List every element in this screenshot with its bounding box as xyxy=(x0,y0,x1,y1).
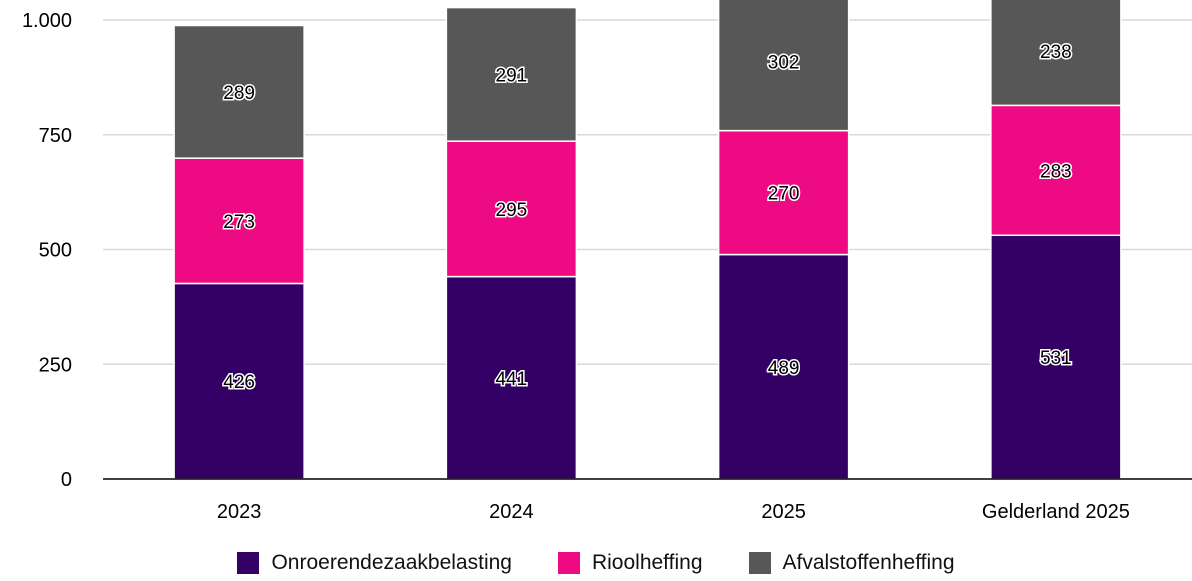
bar-segment xyxy=(445,275,578,480)
legend-swatch xyxy=(557,552,580,574)
y-tick-label: 1.000 xyxy=(22,10,72,32)
y-tick-label: 0 xyxy=(61,469,72,491)
data-label: 302 xyxy=(768,52,800,73)
data-label: 273 xyxy=(223,212,255,233)
data-label: 489 xyxy=(768,358,800,379)
data-label: 283 xyxy=(1040,161,1072,182)
bar-segment xyxy=(445,6,578,142)
x-tick-label: 2024 xyxy=(489,501,534,520)
bar-segment xyxy=(717,253,850,480)
legend-swatch xyxy=(748,552,771,574)
x-tick-label: 2023 xyxy=(217,501,262,520)
legend-label: Rioolheffing xyxy=(591,551,703,574)
bar-segment xyxy=(173,24,305,159)
bar-segment xyxy=(717,0,850,132)
data-label: 289 xyxy=(223,83,255,104)
bar-segment xyxy=(717,129,850,256)
bar-segment xyxy=(173,157,305,285)
legend-swatch xyxy=(237,552,260,574)
data-label: 426 xyxy=(223,372,255,393)
data-label: 295 xyxy=(496,200,528,221)
data-label: 441 xyxy=(496,369,528,390)
x-tick-label: Gelderland 2025 xyxy=(982,501,1130,520)
data-label: 531 xyxy=(1040,348,1072,369)
data-labels: 426 273 289 441 295 291 489 270 302 531 283 238 xyxy=(222,40,1073,394)
bar-segment xyxy=(990,104,1122,237)
legend-label: Onroerendezaakbelasting xyxy=(271,551,512,574)
legend-item: Afvalstoffenheffing xyxy=(748,548,955,578)
x-tick-label: 2025 xyxy=(761,501,806,520)
data-label: 291 xyxy=(496,65,528,86)
y-tick-label: 750 xyxy=(39,125,72,147)
stacked-bar-chart: 0 250 500 750 1.000 2023 2024 2025 Gelderland 20… xyxy=(22,0,1192,520)
bars xyxy=(173,0,1122,480)
legend-item: Rioolheffing xyxy=(557,548,703,578)
data-label: 270 xyxy=(768,184,800,205)
legend-item: Onroerendezaakbelasting xyxy=(237,548,512,578)
bar-segment xyxy=(445,140,578,278)
legend: Onroerendezaakbelasting Rioolheffing Afval… xyxy=(0,548,1192,578)
data-label: 238 xyxy=(1040,42,1072,63)
axes: 0 250 500 750 1.000 2023 2024 2025 Gelderland 20… xyxy=(22,10,1192,520)
legend-label: Afvalstoffenheffing xyxy=(782,551,955,574)
y-tick-label: 250 xyxy=(39,354,72,376)
y-tick-label: 500 xyxy=(39,240,72,262)
bar-segment xyxy=(173,282,305,480)
bar-segment xyxy=(990,0,1122,107)
